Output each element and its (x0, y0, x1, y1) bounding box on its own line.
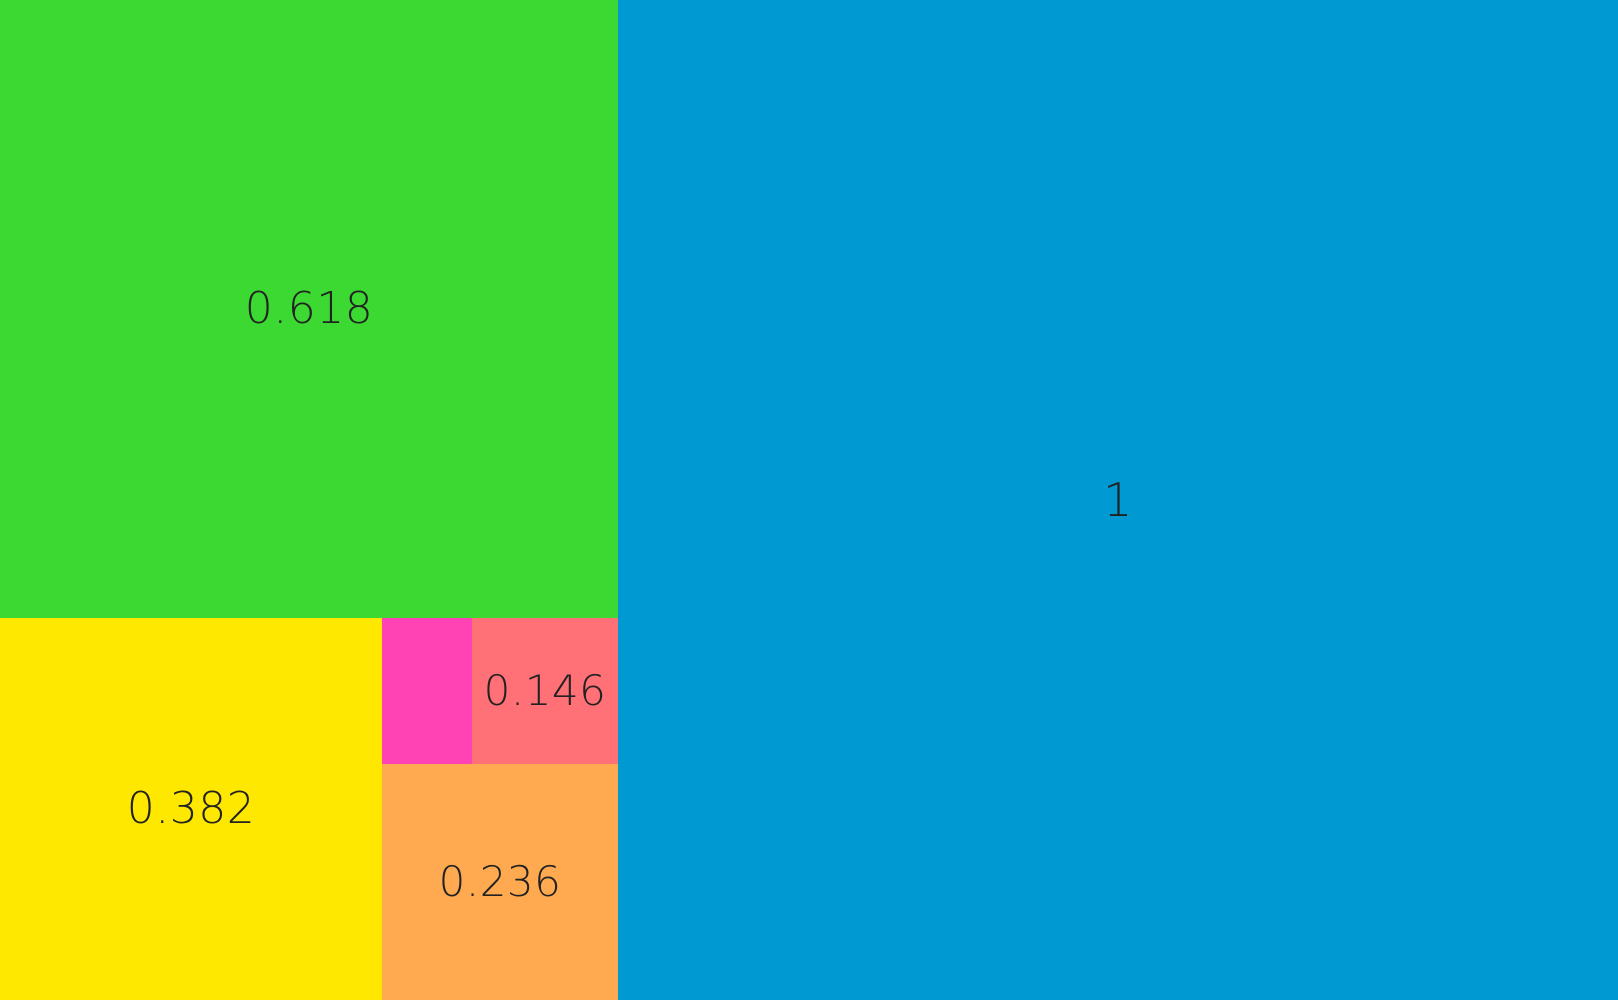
tile-1: 1 (618, 0, 1618, 1000)
tile-0236: 0.236 (382, 764, 618, 1000)
tile-0146: 0.146 (472, 618, 618, 764)
tile-0146-label: 0.146 (483, 666, 607, 715)
tile-remainder (382, 618, 472, 764)
tile-0618-label: 0.618 (244, 283, 374, 334)
tile-0236-label: 0.236 (438, 857, 562, 906)
tile-0382-label: 0.382 (126, 783, 256, 834)
tile-0382: 0.382 (0, 618, 382, 1000)
tile-0618: 0.618 (0, 0, 618, 618)
tile-1-label: 1 (1103, 473, 1133, 527)
